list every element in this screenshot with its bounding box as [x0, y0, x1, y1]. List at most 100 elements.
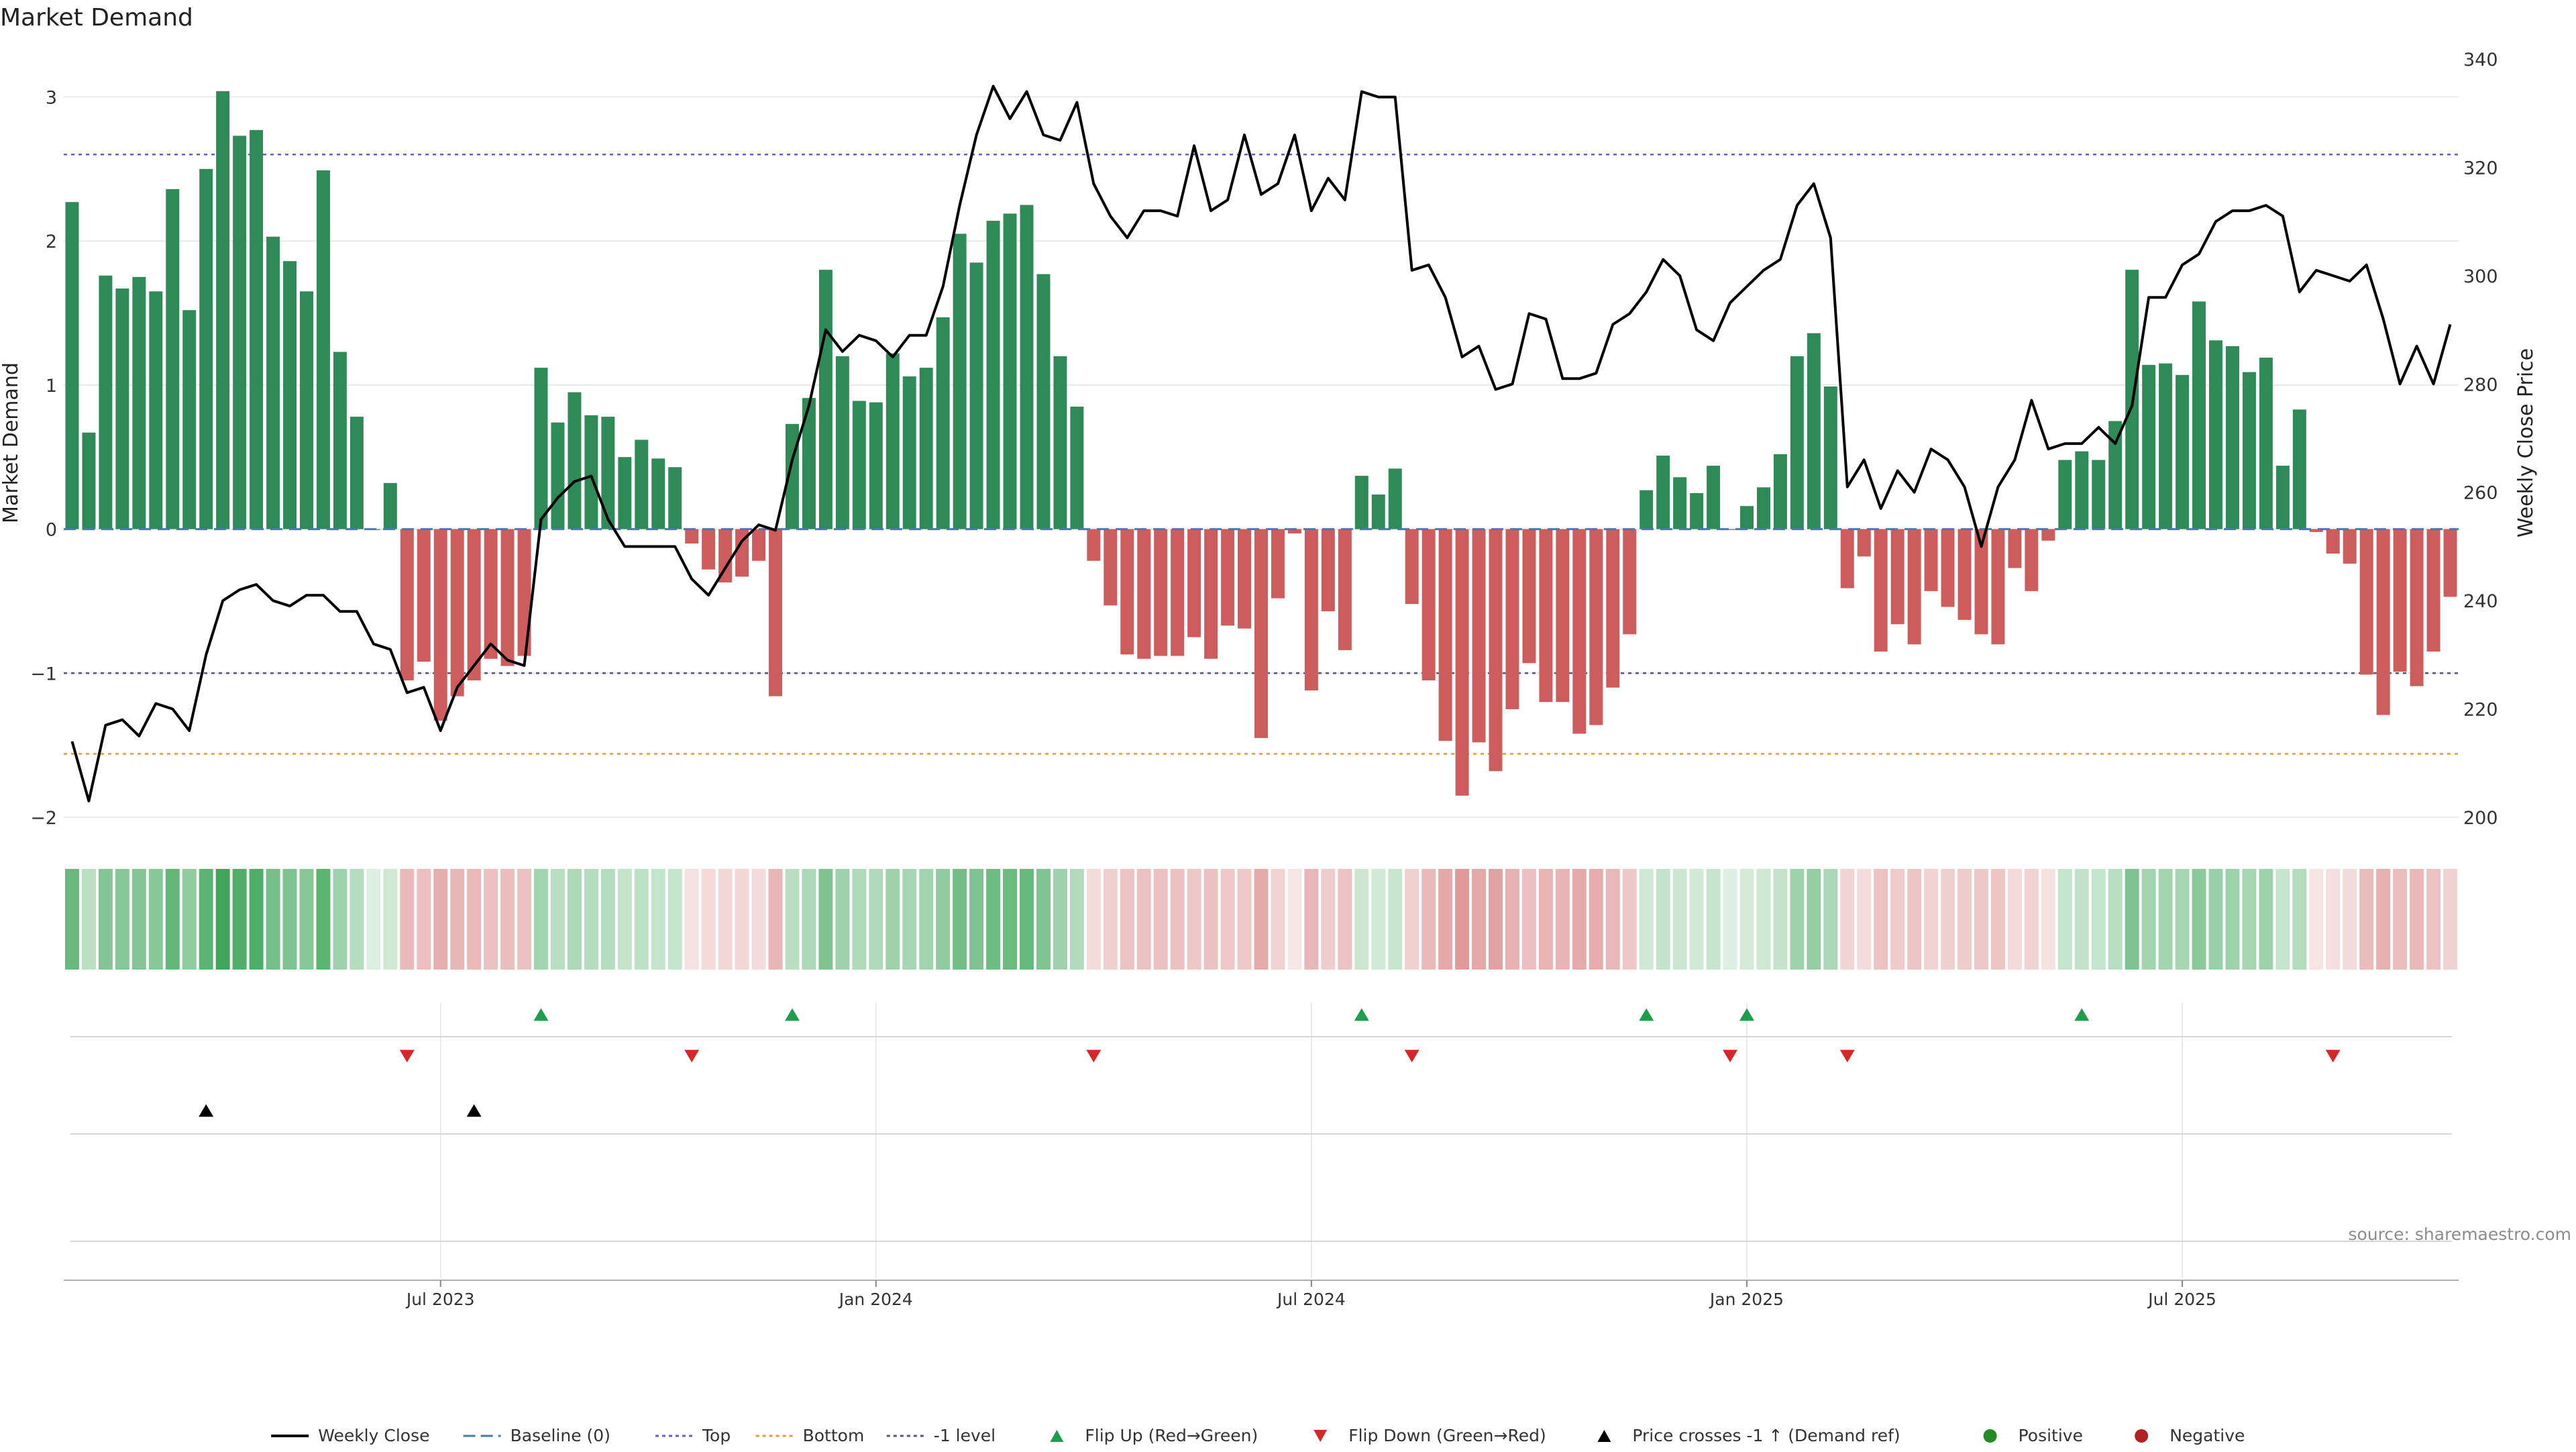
x-tick-label: Jul 2023 [405, 1290, 475, 1309]
positive-bar [1388, 468, 1402, 529]
positive-bar [852, 401, 866, 529]
heat-strip-cell [1120, 869, 1134, 970]
positive-bar [2108, 421, 2123, 529]
negative-bar [1874, 529, 1888, 652]
heat-strip-cell [2125, 869, 2139, 970]
heat-strip-cell [383, 869, 398, 970]
heat-strip-cell [2410, 869, 2424, 970]
heat-strip-cell [1237, 869, 1252, 970]
positive-bar [1773, 454, 1787, 529]
negative-bar [1287, 529, 1301, 534]
heat-strip-cell [885, 869, 900, 970]
positive-bar [1371, 495, 1385, 529]
heat-strip-cell [1990, 869, 2005, 970]
heat-strip-cell [1807, 869, 1821, 970]
negative-bar [2393, 529, 2407, 672]
negative-bar [1221, 529, 1235, 626]
negative-bar [484, 529, 498, 659]
y2-axis-label: Weekly Close Price [2514, 348, 2538, 537]
heat-strip-cell [835, 869, 850, 970]
positive-bar [869, 402, 883, 529]
flip-down-marker [1404, 1049, 1419, 1063]
negative-bar [1556, 529, 1570, 703]
positive-bar [2242, 372, 2256, 529]
heat-strip-cell [2007, 869, 2022, 970]
negative-bar [1321, 529, 1335, 611]
positive-bar [2192, 301, 2206, 529]
y2-tick-label: 200 [2463, 808, 2498, 829]
heat-strip-cell [902, 869, 917, 970]
heat-strip-cell [1605, 869, 1620, 970]
positive-bar [1656, 456, 1670, 529]
positive-bar [283, 261, 297, 529]
y-tick-label: 2 [46, 231, 57, 252]
heat-strip-cell [567, 869, 582, 970]
flip-down-marker [2325, 1049, 2341, 1063]
flip-down-marker [1839, 1049, 1855, 1063]
positive-bar [936, 317, 950, 529]
positive-bar [534, 368, 548, 529]
negative-bar [1572, 529, 1587, 734]
legend-label-cross: Price crosses -1 ↑ (Demand ref) [1632, 1426, 1900, 1445]
negative-bar [702, 529, 716, 570]
heat-strip-cell [1907, 869, 1922, 970]
heat-strip-cell [165, 869, 180, 970]
negative-bar [769, 529, 782, 696]
positive-bar [601, 417, 615, 529]
heat-strip-cell [2175, 869, 2190, 970]
negative-bar [2343, 529, 2357, 564]
heat-strip-cell [651, 869, 665, 970]
positive-bar [885, 353, 900, 529]
legend-label-close: Weekly Close [318, 1426, 429, 1445]
heat-strip [64, 869, 2458, 970]
negative-bar [1907, 529, 1921, 645]
y2-tick-label: 260 [2463, 483, 2498, 504]
heat-strip-cell [1003, 869, 1018, 970]
positive-bar [2292, 409, 2306, 529]
positive-bar [149, 291, 163, 529]
negative-bar [1154, 529, 1168, 656]
heat-strip-cell [81, 869, 96, 970]
negative-bar [1924, 529, 1938, 591]
heat-strip-cell [1874, 869, 1888, 970]
positive-bar [802, 398, 816, 529]
y-tick-label: 3 [46, 87, 57, 108]
legend-symbol-flipdown [1313, 1430, 1328, 1442]
heat-strip-cell [249, 869, 264, 970]
heat-strip-cell [751, 869, 766, 970]
legend-symbol-flipup [1050, 1430, 1064, 1442]
negative-bar [752, 529, 766, 561]
heat-strip-cell [1338, 869, 1352, 970]
positive-bar [919, 368, 933, 529]
heat-strip-cell [1472, 869, 1487, 970]
negative-bar [1171, 529, 1185, 656]
positive-bar [969, 262, 983, 529]
positive-bar [1673, 477, 1687, 529]
heat-strip-cell [1505, 869, 1519, 970]
heat-strip-cell [2057, 869, 2072, 970]
negative-bar [1304, 529, 1318, 691]
heat-strip-cell [1974, 869, 1988, 970]
negative-bar [1254, 529, 1268, 738]
axes-layer: −2 −1 0 1 2 3 200 220 240 260 280 300 320 340 [30, 50, 2498, 829]
negative-bar [1137, 529, 1151, 659]
positive-bar [383, 482, 397, 529]
heat-strip-cell [1321, 869, 1336, 970]
flip-up-marker [784, 1008, 800, 1021]
positive-bar [1640, 490, 1654, 529]
negative-bar [1087, 529, 1101, 561]
positive-bar [1790, 356, 1804, 529]
heat-strip-cell [2426, 869, 2441, 970]
heat-strip-cell [2259, 869, 2273, 970]
positive-bar [333, 352, 347, 529]
heat-strip-cell [2024, 869, 2039, 970]
negative-bar [1505, 529, 1519, 709]
heat-strip-cell [1639, 869, 1654, 970]
heat-strip-cell [1287, 869, 1302, 970]
heat-strip-cell [1254, 869, 1269, 970]
heat-strip-cell [735, 869, 749, 970]
negative-bar [1857, 529, 1871, 557]
positive-bar [2159, 363, 2173, 529]
flip-up-marker [533, 1008, 549, 1021]
negative-bar [467, 529, 481, 681]
